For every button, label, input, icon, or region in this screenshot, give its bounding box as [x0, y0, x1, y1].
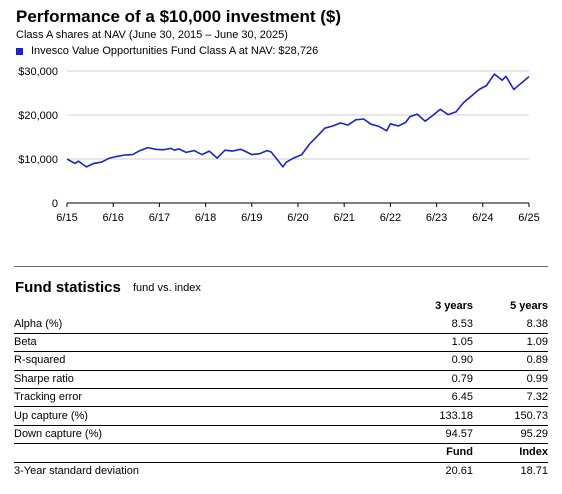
chart-subtitle: Class A shares at NAV (June 30, 2015 – J…	[16, 29, 288, 41]
std-row: 3-Year standard deviation 20.61 18.71	[14, 462, 548, 480]
stats-header-row: 3 years 5 years	[14, 298, 548, 315]
chart-legend: Invesco Value Opportunities Fund Class A…	[16, 45, 318, 57]
series-line-fund	[66, 73, 530, 168]
stats-row: Beta 1.05 1.09	[14, 333, 548, 353]
stats-row-label: Down capture (%)	[14, 425, 369, 445]
x-tick-label: 6/25	[518, 212, 539, 224]
x-tick-label: 6/16	[102, 212, 123, 224]
x-tick-label: 6/15	[56, 212, 77, 224]
y-tick-label: 0	[52, 198, 58, 210]
y-tick-label: $10,000	[18, 154, 58, 166]
stats-row-3y-value: 8.53	[369, 315, 473, 334]
stats-row-3y-value: 94.57	[369, 425, 473, 445]
legend-swatch	[16, 47, 23, 55]
stats-row-5y-value: 1.09	[473, 333, 548, 353]
stats-row-3y-value: 0.79	[369, 370, 473, 389]
stats-row-label: Alpha (%)	[14, 315, 369, 334]
stats-header-blank	[14, 298, 369, 315]
stats-row-label: R-squared	[14, 351, 369, 371]
stats-row-5y-value: 0.99	[473, 370, 548, 389]
stats-row-3y-value: 133.18	[369, 406, 473, 426]
stats-subtitle: fund vs. index	[133, 282, 201, 294]
chart-title: Performance of a $10,000 investment ($)	[16, 7, 342, 26]
fund-statistics-table: 3 years 5 years Alpha (%) 8.53 8.38 Beta 1.0…	[14, 298, 548, 480]
x-tick-label: 6/23	[426, 212, 447, 224]
std-header-row: Fund Index	[14, 443, 548, 463]
y-tick-label: $20,000	[18, 110, 58, 122]
x-tick-label: 6/24	[472, 212, 493, 224]
std-fund-value: 20.61	[445, 464, 473, 477]
std-index-value: 18.71	[520, 464, 548, 477]
stats-row-3y-value: 1.05	[369, 333, 473, 353]
stats-row: Tracking error 6.45 7.32	[14, 388, 548, 408]
stats-row: Alpha (%) 8.53 8.38	[14, 315, 548, 334]
stats-title: Fund statistics	[15, 279, 121, 296]
stats-row: Down capture (%) 94.57 95.29	[14, 425, 548, 445]
std-label: 3-Year standard deviation	[14, 464, 139, 477]
stats-row: Sharpe ratio 0.79 0.99	[14, 370, 548, 389]
std-header-blank	[14, 443, 369, 463]
stats-row-5y-value: 0.89	[473, 351, 548, 371]
std-header-fund: Fund	[369, 443, 473, 463]
x-tick-label: 6/20	[287, 212, 308, 224]
y-tick-label: $30,000	[18, 66, 58, 78]
std-header-index: Index	[473, 443, 548, 463]
stats-row-label: Tracking error	[14, 388, 369, 408]
performance-chart: 0 $10,000 $20,000 $30,000 6/15 6/16 6/17 6/18 6/…	[18, 66, 539, 224]
stats-row-5y-value: 95.29	[473, 425, 548, 445]
legend-label: Invesco Value Opportunities Fund Class A…	[31, 45, 319, 57]
stats-row-label: Beta	[14, 333, 369, 353]
stats-header-5y: 5 years	[510, 300, 548, 313]
stats-row-3y-value: 6.45	[369, 388, 473, 408]
stats-divider	[14, 266, 548, 267]
stats-row: Up capture (%) 133.18 150.73	[14, 406, 548, 426]
stats-row: R-squared 0.90 0.89	[14, 351, 548, 371]
x-tick-label: 6/17	[149, 212, 170, 224]
stats-row-5y-value: 150.73	[473, 406, 548, 426]
stats-row-5y-value: 8.38	[473, 315, 548, 334]
x-tick-label: 6/21	[333, 212, 354, 224]
stats-row-5y-value: 7.32	[473, 388, 548, 408]
x-tick-label: 6/22	[380, 212, 401, 224]
stats-row-label: Up capture (%)	[14, 406, 369, 426]
stats-header-3y: 3 years	[435, 300, 473, 313]
x-tick-label: 6/18	[195, 212, 216, 224]
stats-row-3y-value: 0.90	[369, 351, 473, 371]
stats-row-label: Sharpe ratio	[14, 370, 369, 389]
x-tick-label: 6/19	[241, 212, 262, 224]
